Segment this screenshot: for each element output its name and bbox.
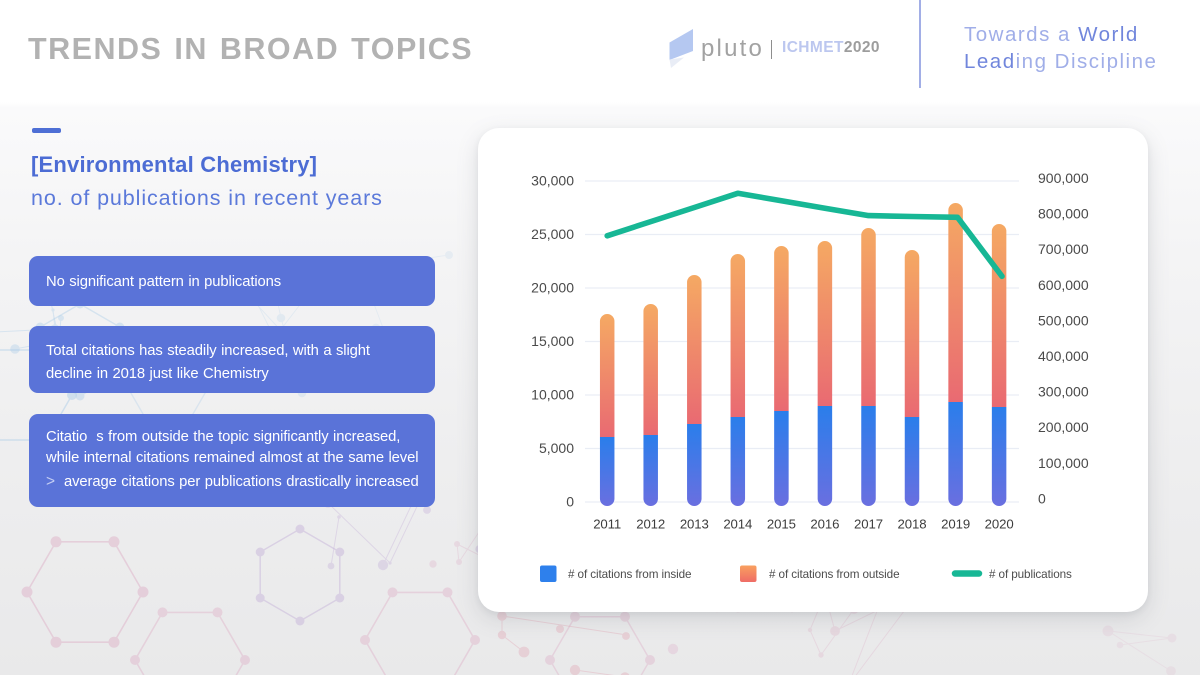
svg-text:0: 0 <box>566 494 574 510</box>
svg-text:2012: 2012 <box>636 517 665 532</box>
svg-text:25,000: 25,000 <box>531 226 574 242</box>
svg-text:2020: 2020 <box>985 517 1014 532</box>
svg-text:2018: 2018 <box>898 517 927 532</box>
svg-text:30,000: 30,000 <box>531 173 574 189</box>
svg-text:# of citations from outside: # of citations from outside <box>769 568 899 581</box>
svg-text:2014: 2014 <box>723 517 752 532</box>
svg-text:2017: 2017 <box>854 517 883 532</box>
svg-text:20,000: 20,000 <box>531 280 574 296</box>
svg-text:500,000: 500,000 <box>1038 312 1089 328</box>
svg-text:100,000: 100,000 <box>1038 455 1089 471</box>
svg-text:10,000: 10,000 <box>531 387 574 403</box>
svg-text:# of citations from inside: # of citations from inside <box>568 568 691 581</box>
svg-text:900,000: 900,000 <box>1038 170 1089 186</box>
svg-text:5,000: 5,000 <box>539 440 574 456</box>
svg-text:600,000: 600,000 <box>1038 277 1089 293</box>
svg-text:400,000: 400,000 <box>1038 348 1089 364</box>
svg-text:200,000: 200,000 <box>1038 419 1089 435</box>
svg-text:15,000: 15,000 <box>531 333 574 349</box>
svg-text:800,000: 800,000 <box>1038 206 1089 222</box>
svg-text:300,000: 300,000 <box>1038 384 1089 400</box>
svg-text:0: 0 <box>1038 490 1046 506</box>
svg-text:700,000: 700,000 <box>1038 241 1089 257</box>
svg-text:2013: 2013 <box>680 517 709 532</box>
svg-text:2011: 2011 <box>593 517 621 532</box>
svg-text:2016: 2016 <box>810 517 839 532</box>
svg-text:2019: 2019 <box>941 517 970 532</box>
svg-text:# of publications: # of publications <box>989 568 1072 581</box>
svg-text:2015: 2015 <box>767 517 796 532</box>
